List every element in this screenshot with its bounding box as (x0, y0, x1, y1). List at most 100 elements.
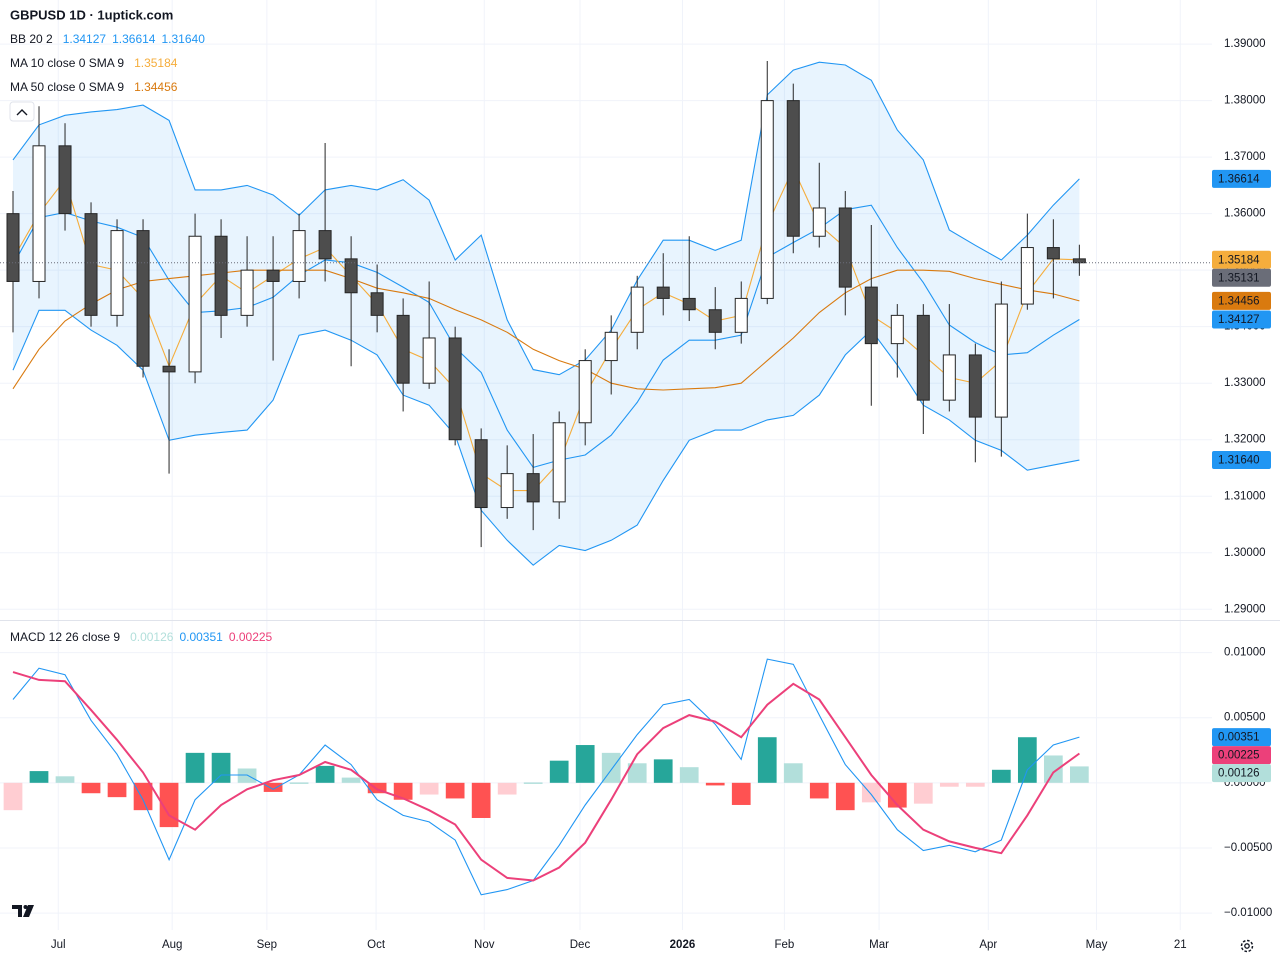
legend-value: 0.00126 (130, 630, 174, 644)
plot (0, 61, 1212, 896)
legend-value: 1.34456 (134, 80, 178, 94)
gear-outer[interactable] (1240, 939, 1254, 953)
legend-entry: MACD 12 26 close 9 0.00126 0.00351 0.00225 (10, 630, 273, 644)
histogram-bar (263, 782, 283, 792)
histogram-bar (991, 769, 1011, 783)
y-tick-label: 1.37000 (1224, 151, 1266, 163)
legend-name: MACD 12 26 close 9 (10, 630, 120, 644)
candle-body (916, 314, 930, 401)
histogram-bar (1043, 755, 1063, 783)
histogram-bar (523, 782, 543, 784)
gear-inner[interactable] (1244, 943, 1250, 949)
candle-body (318, 230, 332, 260)
histogram-bar (29, 771, 49, 783)
band-fill (13, 62, 1080, 566)
x-tick-label: 21 (1174, 939, 1187, 951)
x-tick-label: Sep (257, 939, 277, 951)
indicator-line (12, 658, 1080, 896)
x-tick-label: May (1086, 939, 1108, 951)
legend-value: 1.35184 (134, 56, 178, 70)
candle-body (578, 360, 592, 424)
histogram-bar (419, 782, 439, 795)
indicator-line (12, 671, 1080, 882)
x-tick-label: Dec (570, 939, 591, 951)
histogram-bar (783, 763, 803, 783)
candle-body (370, 292, 384, 316)
candle-body (448, 337, 462, 441)
logo[interactable] (12, 905, 34, 917)
histogram-bar (237, 768, 257, 783)
histogram-bar (289, 782, 309, 784)
histogram-bar (367, 782, 387, 794)
histogram-bar (211, 752, 231, 783)
candle-body (266, 269, 280, 282)
legend-value: 1.36614 (112, 32, 156, 46)
candle-body (890, 314, 904, 345)
histogram-bar (679, 767, 699, 783)
legend-value: 0.00225 (229, 630, 273, 644)
collapse-button[interactable] (9, 101, 35, 122)
collapse-button-box[interactable] (9, 101, 35, 122)
y-tick-label: 1.36000 (1224, 208, 1266, 220)
x-tick-label: Feb (775, 939, 795, 951)
candle-body (110, 230, 124, 316)
histogram-bar (471, 782, 491, 818)
y-tick-label: 1.32000 (1224, 434, 1266, 446)
candle-body (500, 473, 514, 509)
y-tick-label: 0.00500 (1224, 712, 1266, 724)
collapse-icon[interactable] (16, 109, 28, 116)
histogram-bar (81, 782, 101, 794)
histogram-bar (445, 782, 465, 799)
candle-body (864, 286, 878, 345)
histogram-bar (731, 782, 751, 805)
candle-body (84, 213, 98, 316)
candle-body (240, 269, 254, 316)
price-tag-label: 1.35184 (1218, 254, 1260, 266)
legend-entry: MA 50 close 0 SMA 9 1.34456 (10, 80, 178, 94)
candle-body (604, 331, 618, 362)
candle-body (1046, 247, 1060, 260)
candle-body (344, 258, 358, 294)
legend-name: BB 20 2 (10, 32, 53, 46)
histogram-bar (887, 782, 907, 808)
candle-body (396, 314, 410, 384)
candle-body (708, 309, 722, 333)
candle-body (6, 213, 20, 282)
legend-value: 1.34127 (63, 32, 107, 46)
axes: Jul Aug Sep Oct Nov Dec 2026 Feb Mar Apr May 21 1.29… (51, 38, 1272, 951)
histogram-bar (913, 782, 933, 804)
x-tick-label: Apr (979, 939, 997, 951)
candle-body (58, 145, 72, 215)
y-tick-label: 1.31000 (1224, 490, 1266, 502)
price-tag (1212, 169, 1271, 188)
histogram-bar (939, 782, 959, 787)
histogram-bar (107, 782, 127, 798)
histogram-bar (809, 782, 829, 799)
candle-body (838, 207, 852, 288)
y-tick-label: −0.00500 (1224, 842, 1272, 854)
candle-body (968, 354, 982, 418)
histogram-bar (133, 782, 153, 811)
x-tick-label: Jul (51, 939, 66, 951)
settings-button[interactable] (1240, 939, 1254, 953)
y-tick-label: −0.01000 (1224, 907, 1272, 919)
histogram-bar (835, 782, 855, 811)
candle-body (1072, 258, 1086, 264)
candle-body (656, 286, 670, 299)
histogram-bar (549, 760, 569, 783)
legend-value: 0.00351 (179, 630, 223, 644)
histogram-bar (341, 777, 361, 783)
candle-body (682, 297, 696, 311)
price-tag (1212, 291, 1271, 310)
legend-entry: MA 10 close 0 SMA 9 1.35184 (10, 56, 178, 70)
histogram-bar (185, 752, 205, 783)
candle-body (526, 473, 540, 503)
legend-value: 1.31640 (161, 32, 205, 46)
candle-body (630, 286, 644, 333)
price-tag-label: 0.00126 (1218, 768, 1260, 780)
logo-part (12, 905, 22, 917)
x-tick-label: Nov (474, 939, 495, 951)
price-tag (1212, 764, 1271, 783)
